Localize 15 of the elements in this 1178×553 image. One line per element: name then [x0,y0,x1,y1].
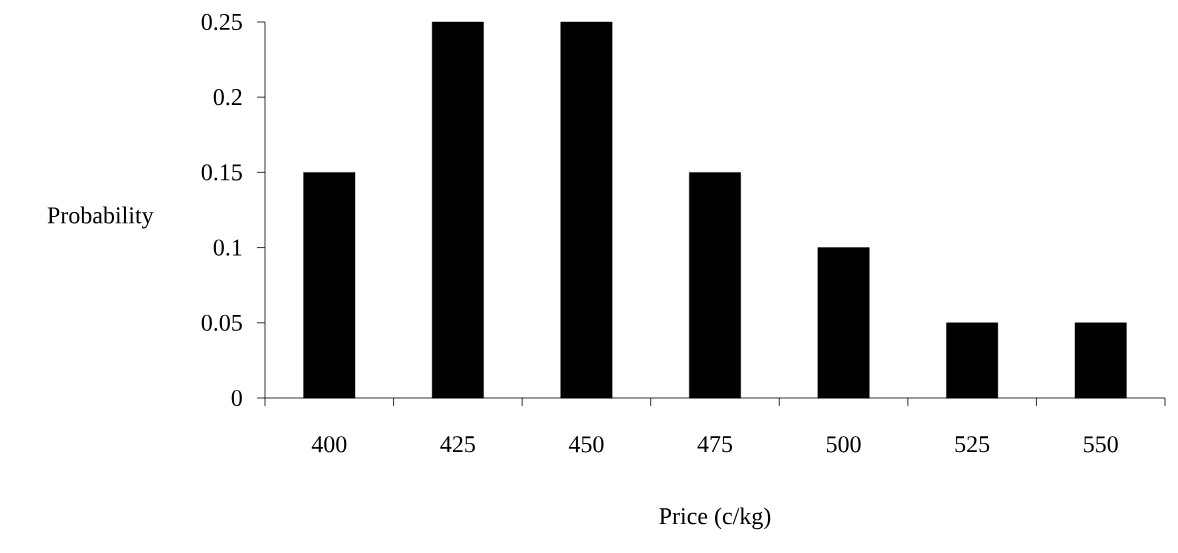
x-tick-label: 500 [826,436,861,453]
y-tick-label: 0 [231,389,242,407]
y-tick-label: 0.25 [201,13,242,31]
x-axis-title: Price (c/kg) [659,507,771,530]
y-tick-label: 0.05 [201,314,242,331]
x-tick-label: 450 [568,436,604,453]
y-tick-label: 0.1 [213,239,242,256]
y-axis-title: Probability [47,206,154,229]
y-tick-label: 0.15 [201,164,242,181]
x-tick-label: 550 [1084,436,1118,453]
x-tick-label: 475 [697,436,733,453]
x-tick-label: 525 [955,436,990,453]
x-tick-label: 400 [311,436,347,453]
x-tick-label: 425 [440,436,475,453]
y-tick-label: 0.2 [213,89,242,106]
